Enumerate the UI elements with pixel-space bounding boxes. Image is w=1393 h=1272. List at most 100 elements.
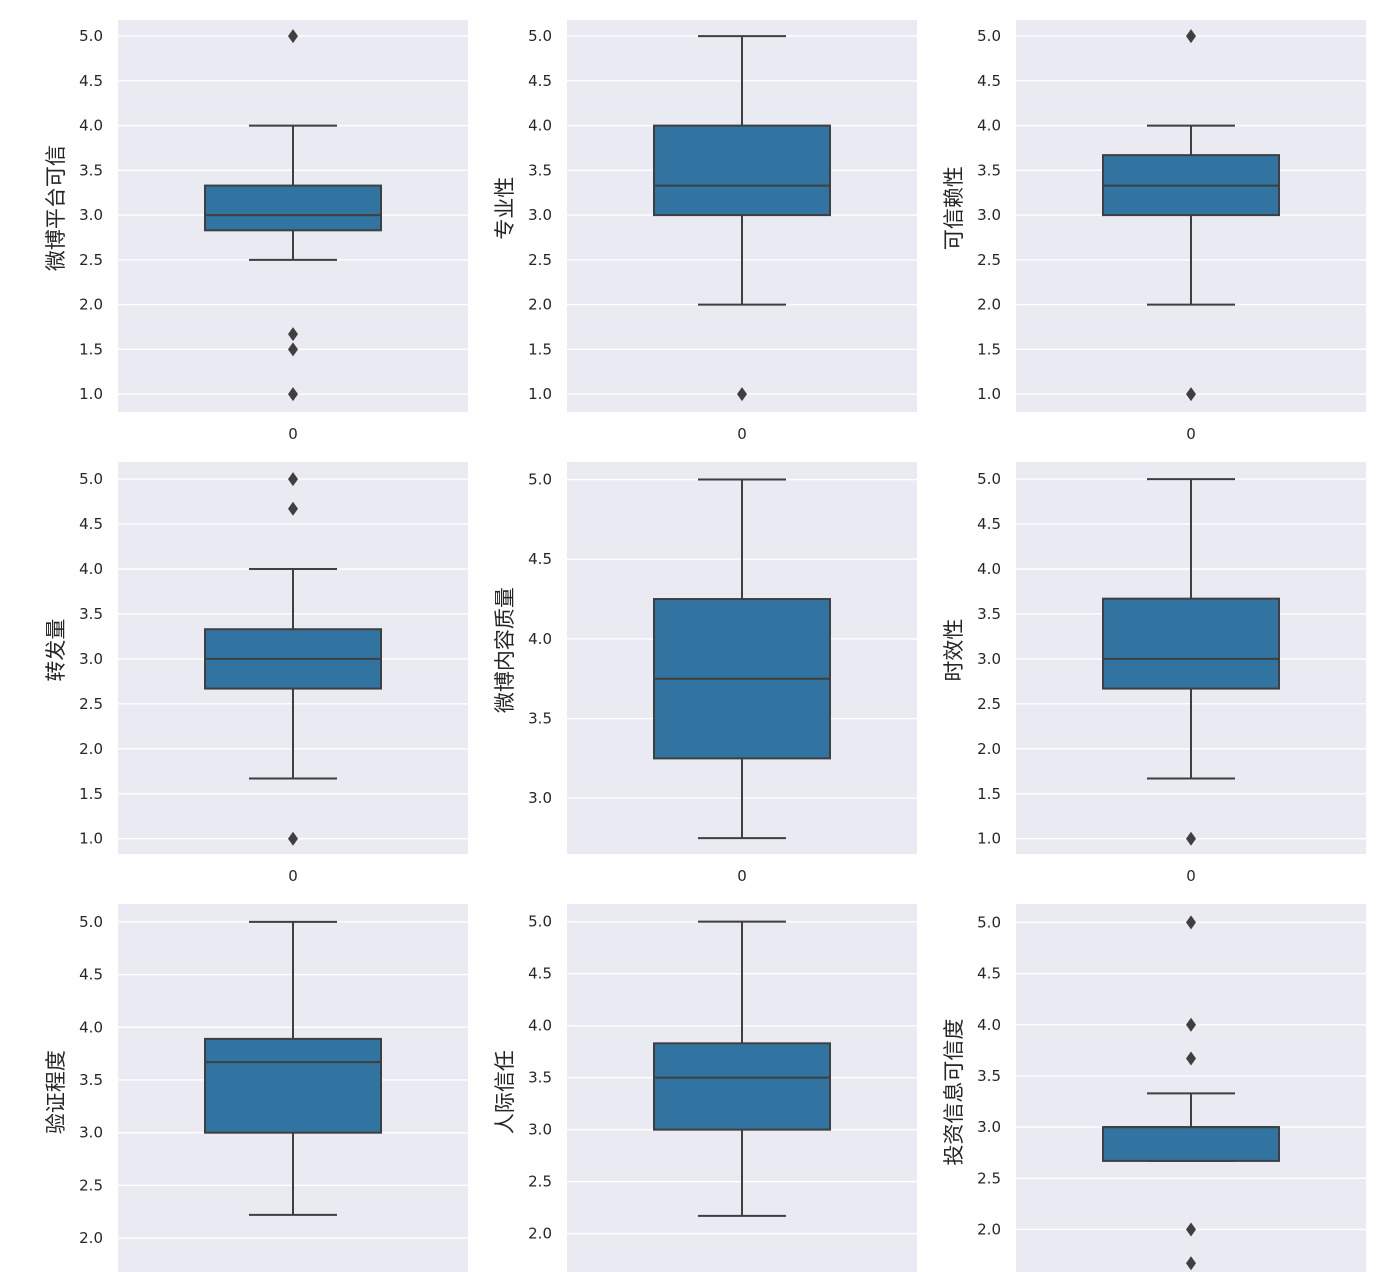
box-group xyxy=(204,29,382,402)
y-tick-label: 4.5 xyxy=(977,72,1001,90)
outlier-point xyxy=(1186,915,1196,930)
y-tick-label: 3.5 xyxy=(79,161,103,179)
box-group xyxy=(653,920,831,1217)
y-tick-label: 4.0 xyxy=(79,560,103,578)
y-tick-label: 5.0 xyxy=(79,27,103,45)
y-tick-label: 3.0 xyxy=(79,1124,103,1142)
outlier-point xyxy=(1186,1017,1196,1032)
y-tick-label: 4.5 xyxy=(528,965,552,983)
box-group xyxy=(1102,29,1280,402)
y-tick-label: 2.0 xyxy=(977,1220,1001,1238)
y-tick-label: 5.0 xyxy=(977,470,1001,488)
y-tick-label: 3.0 xyxy=(79,206,103,224)
outlier-point xyxy=(288,501,298,516)
y-tick-label: 3.5 xyxy=(528,1069,552,1087)
y-tick-label: 1.5 xyxy=(79,785,103,803)
y-tick-label: 4.0 xyxy=(977,117,1001,135)
y-tick-label: 4.5 xyxy=(79,72,103,90)
y-tick-label: 1.0 xyxy=(79,385,103,403)
outlier-point xyxy=(288,327,298,342)
iqr-box xyxy=(653,1042,831,1131)
x-tick-label: 0 xyxy=(737,867,747,885)
y-tick-label: 3.5 xyxy=(977,161,1001,179)
outlier-point xyxy=(288,831,298,846)
y-tick-label: 4.5 xyxy=(977,515,1001,533)
y-tick-label: 1.5 xyxy=(79,340,103,358)
subplot-3: 1.0 1.5 2.0 2.5 3.0 3.5 4.0 4.5 5.0 0 可信赖性 xyxy=(942,20,1366,443)
subplot-4: 1.0 1.5 2.0 2.5 3.0 3.5 4.0 4.5 5.0 0 转发量 xyxy=(44,462,468,885)
iqr-box xyxy=(204,1037,382,1134)
y-tick-label: 2.0 xyxy=(977,740,1001,758)
y-tick-label: 4.0 xyxy=(528,630,552,648)
y-tick-label: 2.0 xyxy=(79,296,103,314)
y-tick-label: 2.0 xyxy=(528,296,552,314)
subplot-6: 1.0 1.5 2.0 2.5 3.0 3.5 4.0 4.5 5.0 0 时效性 xyxy=(942,462,1366,885)
y-tick-label: 2.5 xyxy=(977,251,1001,269)
y-tick-label: 1.0 xyxy=(528,385,552,403)
outlier-point xyxy=(737,387,747,402)
outlier-point xyxy=(288,472,298,487)
box-group xyxy=(653,35,831,402)
y-axis-label: 微博平台可信 xyxy=(44,145,68,271)
subplot-7: 2.0 2.5 3.0 3.5 4.0 4.5 5.0 验证程度 xyxy=(44,904,468,1272)
y-tick-label: 1.5 xyxy=(977,340,1001,358)
x-tick-label: 0 xyxy=(1186,425,1196,443)
y-tick-label: 2.0 xyxy=(79,740,103,758)
y-tick-label: 2.5 xyxy=(528,251,552,269)
x-tick-label: 0 xyxy=(288,425,298,443)
y-tick-label: 1.0 xyxy=(977,830,1001,848)
iqr-box xyxy=(653,124,831,217)
y-tick-label: 3.5 xyxy=(79,605,103,623)
y-tick-label: 2.5 xyxy=(528,1173,552,1191)
y-tick-label: 3.5 xyxy=(528,161,552,179)
y-tick-label: 3.5 xyxy=(79,1071,103,1089)
subplot-9: 2.0 2.5 3.0 3.5 4.0 4.5 5.0 投资信息可信度 xyxy=(942,904,1366,1272)
outlier-point xyxy=(288,387,298,402)
y-tick-label: 3.0 xyxy=(977,206,1001,224)
y-tick-label: 2.5 xyxy=(79,1176,103,1194)
y-tick-label: 4.0 xyxy=(977,1016,1001,1034)
x-tick-label: 0 xyxy=(737,425,747,443)
y-tick-label: 4.5 xyxy=(977,965,1001,983)
y-tick-label: 2.5 xyxy=(79,251,103,269)
y-axis-label: 投资信息可信度 xyxy=(942,1019,966,1166)
y-tick-label: 5.0 xyxy=(528,913,552,931)
y-tick-label: 4.0 xyxy=(528,1017,552,1035)
box-group xyxy=(204,920,382,1216)
subplot-2: 1.0 1.5 2.0 2.5 3.0 3.5 4.0 4.5 5.0 0 专业性 xyxy=(493,20,917,443)
y-tick-label: 5.0 xyxy=(79,913,103,931)
box-group xyxy=(1102,478,1280,846)
y-tick-label: 3.0 xyxy=(977,1118,1001,1136)
y-tick-label: 5.0 xyxy=(528,27,552,45)
y-tick-label: 3.0 xyxy=(528,1121,552,1139)
box-group xyxy=(204,472,382,846)
iqr-box xyxy=(1102,597,1280,690)
subplot-1: 1.0 1.5 2.0 2.5 3.0 3.5 4.0 4.5 5.0 0 微博平台可信 xyxy=(44,20,468,443)
box-group xyxy=(653,478,831,840)
outlier-point xyxy=(1186,831,1196,846)
y-tick-label: 2.0 xyxy=(79,1229,103,1247)
y-tick-label: 2.5 xyxy=(977,1169,1001,1187)
y-tick-label: 3.5 xyxy=(977,1067,1001,1085)
y-tick-label: 3.5 xyxy=(528,710,552,728)
y-axis-label: 专业性 xyxy=(493,177,517,240)
iqr-box xyxy=(204,184,382,232)
y-axis-label: 人际信任 xyxy=(493,1050,517,1134)
subplot-5: 3.0 3.5 4.0 4.5 5.0 0 微博内容质量 xyxy=(493,462,917,885)
y-axis-label: 可信赖性 xyxy=(942,166,966,250)
outlier-point xyxy=(1186,29,1196,44)
y-tick-label: 2.0 xyxy=(528,1225,552,1243)
y-tick-label: 4.0 xyxy=(977,560,1001,578)
y-tick-label: 3.0 xyxy=(977,650,1001,668)
y-tick-label: 4.5 xyxy=(528,72,552,90)
outlier-point xyxy=(1186,1256,1196,1271)
y-tick-label: 1.5 xyxy=(528,340,552,358)
y-tick-label: 1.0 xyxy=(79,830,103,848)
y-axis-label: 验证程度 xyxy=(44,1050,68,1134)
y-tick-label: 3.0 xyxy=(528,206,552,224)
y-tick-label: 4.5 xyxy=(79,515,103,533)
y-tick-label: 4.0 xyxy=(79,117,103,135)
y-axis-label: 微博内容质量 xyxy=(493,587,517,713)
y-tick-label: 3.5 xyxy=(977,605,1001,623)
